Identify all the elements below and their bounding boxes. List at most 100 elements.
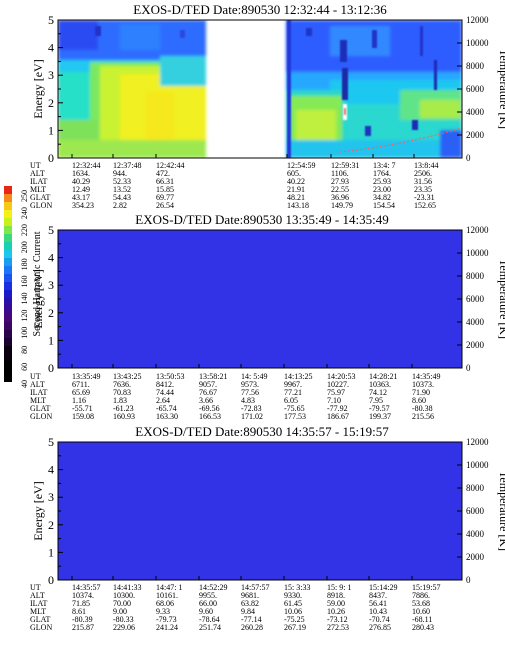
ephemeris-cell: 9955.: [199, 591, 217, 600]
ephemeris-cell: -77.14: [241, 615, 262, 624]
ephemeris-cell: 26.54: [156, 201, 174, 210]
ephemeris-row-label: ILAT: [30, 388, 47, 397]
ephemeris-cell: 34.82: [373, 193, 391, 202]
energy-axis-label: Energy [eV]: [31, 481, 45, 540]
energy-tick-label: 5: [48, 435, 54, 449]
ephemeris-cell: 229.06: [113, 623, 135, 632]
colorbar-ticks: 40 60 80 100 120 140 160 180 200 220 240 250: [20, 190, 29, 388]
colorbar-tick-label: 220: [20, 224, 29, 236]
ephemeris-cell: -80.33: [113, 615, 134, 624]
ephemeris-cell: 149.79: [331, 201, 353, 210]
temperature-tick-label: 10000: [466, 248, 489, 258]
ephemeris-cell: 163.30: [156, 412, 178, 421]
ephemeris-cell: 154.54: [373, 201, 395, 210]
ephemeris-row-label: GLON: [30, 201, 52, 210]
ephemeris-cell: 14:13:25: [284, 372, 312, 381]
ephemeris-cell: 15:19:57: [412, 583, 440, 592]
energy-tick-label: 1: [48, 333, 54, 347]
energy-tick-label: 4: [48, 463, 54, 477]
ephemeris-cell: 472.: [156, 169, 170, 178]
ephemeris-cell: 77.21: [284, 388, 302, 397]
temperature-tick-label: 10000: [466, 460, 489, 470]
ephemeris-cell: 75.97: [327, 388, 345, 397]
ephemeris-cell: 267.19: [284, 623, 306, 632]
ephemeris-cell: 65.69: [72, 388, 90, 397]
temperature-tick-label: 6000: [466, 294, 485, 304]
ephemeris-cell: 9057.: [199, 380, 217, 389]
ephemeris-cell: 15.85: [156, 185, 174, 194]
panel-1-heatmap-right: [286, 20, 462, 158]
ephemeris-cell: 71.85: [72, 599, 90, 608]
ephemeris-cell: 77.56: [241, 388, 259, 397]
ephemeris-row-label: UT: [30, 161, 41, 170]
panel-2-ephemeris-table: UT 13:35:49 13:43:25 13:50:53 13:58:21 14: 5:…: [30, 372, 440, 421]
ephemeris-cell: -72.83: [241, 404, 262, 413]
temperature-tick-label: 6000: [466, 506, 485, 516]
energy-tick-label: 2: [48, 518, 54, 532]
panel-3: EXOS-D/TED Date:890530 14:35:57 - 15:19:…: [30, 424, 505, 632]
panel-2-heatmap: [58, 230, 462, 368]
ephemeris-cell: 6.05: [284, 396, 298, 405]
temperature-axis-label: Temperature [K]: [497, 49, 505, 129]
ephemeris-cell: 14:35:49: [412, 372, 440, 381]
panel-3-ephemeris-table: UT 14:35:57 14:41:33 14:47: 1 14:52:29 14:57:…: [30, 583, 440, 632]
ephemeris-cell: -80.39: [72, 615, 93, 624]
energy-tick-label: 5: [48, 13, 54, 27]
ephemeris-cell: 260.28: [241, 623, 263, 632]
ephemeris-row-label: GLON: [30, 623, 52, 632]
energy-tick-label: 3: [48, 68, 54, 82]
ephemeris-cell: 143.18: [287, 201, 309, 210]
panel-3-heatmap: [58, 442, 462, 580]
panel-1-heatmap-left: [58, 20, 206, 158]
ephemeris-cell: 8.60: [412, 396, 426, 405]
ephemeris-cell: 12:32:44: [72, 161, 100, 170]
ephemeris-cell: 22.55: [331, 185, 349, 194]
ephemeris-cell: 9967.: [284, 380, 302, 389]
ephemeris-cell: 66.31: [156, 177, 174, 186]
ephemeris-cell: 10373.: [412, 380, 434, 389]
ephemeris-cell: 52.33: [113, 177, 131, 186]
ephemeris-cell: 1764.: [373, 169, 391, 178]
ephemeris-cell: 152.65: [414, 201, 436, 210]
ephemeris-cell: 21.91: [287, 185, 305, 194]
ephemeris-cell: 48.21: [287, 193, 305, 202]
temperature-tick-label: 8000: [466, 61, 485, 71]
ephemeris-cell: 199.37: [369, 412, 391, 421]
ephemeris-cell: 12:42:44: [156, 161, 184, 170]
ephemeris-cell: 944.: [113, 169, 127, 178]
ephemeris-cell: -68.11: [412, 615, 432, 624]
temperature-tick-label: 4000: [466, 107, 485, 117]
temperature-tick-label: 8000: [466, 271, 485, 281]
ephemeris-cell: 276.85: [369, 623, 391, 632]
ephemeris-cell: 12.49: [72, 185, 90, 194]
panel-3-axes: 0 1 2 3 4 5 Energy [eV] 0 2000 4000 6000 8000 10000 1…: [31, 435, 505, 587]
ephemeris-cell: 40.22: [287, 177, 305, 186]
ephemeris-cell: 14:41:33: [113, 583, 141, 592]
ephemeris-cell: -75.65: [284, 404, 305, 413]
ephemeris-row-label: GLAT: [30, 193, 51, 202]
temperature-tick-label: 12000: [466, 225, 489, 235]
ephemeris-row-label: ILAT: [30, 177, 47, 186]
ephemeris-cell: 215.87: [72, 623, 94, 632]
panel-2-title: EXOS-D/TED Date:890530 13:35:49 - 14:35:…: [135, 212, 388, 227]
ephemeris-cell: 8.61: [72, 607, 86, 616]
ephemeris-cell: -73.12: [327, 615, 348, 624]
ephemeris-cell: 10161.: [156, 591, 178, 600]
ephemeris-cell: 8412.: [156, 380, 174, 389]
ephemeris-cell: 13:4: 7: [373, 161, 395, 170]
ephemeris-row-label: ALT: [30, 169, 45, 178]
ephemeris-cell: 23.00: [373, 185, 391, 194]
energy-tick-label: 0: [48, 361, 54, 375]
ephemeris-cell: 59.00: [327, 599, 345, 608]
energy-tick-label: 3: [48, 278, 54, 292]
ephemeris-cell: 1.83: [113, 396, 127, 405]
panel-3-title: EXOS-D/TED Date:890530 14:35:57 - 15:19:…: [135, 424, 389, 439]
ephemeris-cell: 10227.: [327, 380, 349, 389]
panel-1-ephemeris-table: UT 12:32:44 12:37:48 12:42:44 12:54:59 12:59:…: [30, 161, 438, 210]
ephemeris-cell: 74.12: [369, 388, 387, 397]
ephemeris-cell: 14:20:53: [327, 372, 355, 381]
ephemeris-cell: 2.64: [156, 396, 170, 405]
temperature-tick-label: 2000: [466, 340, 485, 350]
ephemeris-cell: 13:8:44: [414, 161, 438, 170]
